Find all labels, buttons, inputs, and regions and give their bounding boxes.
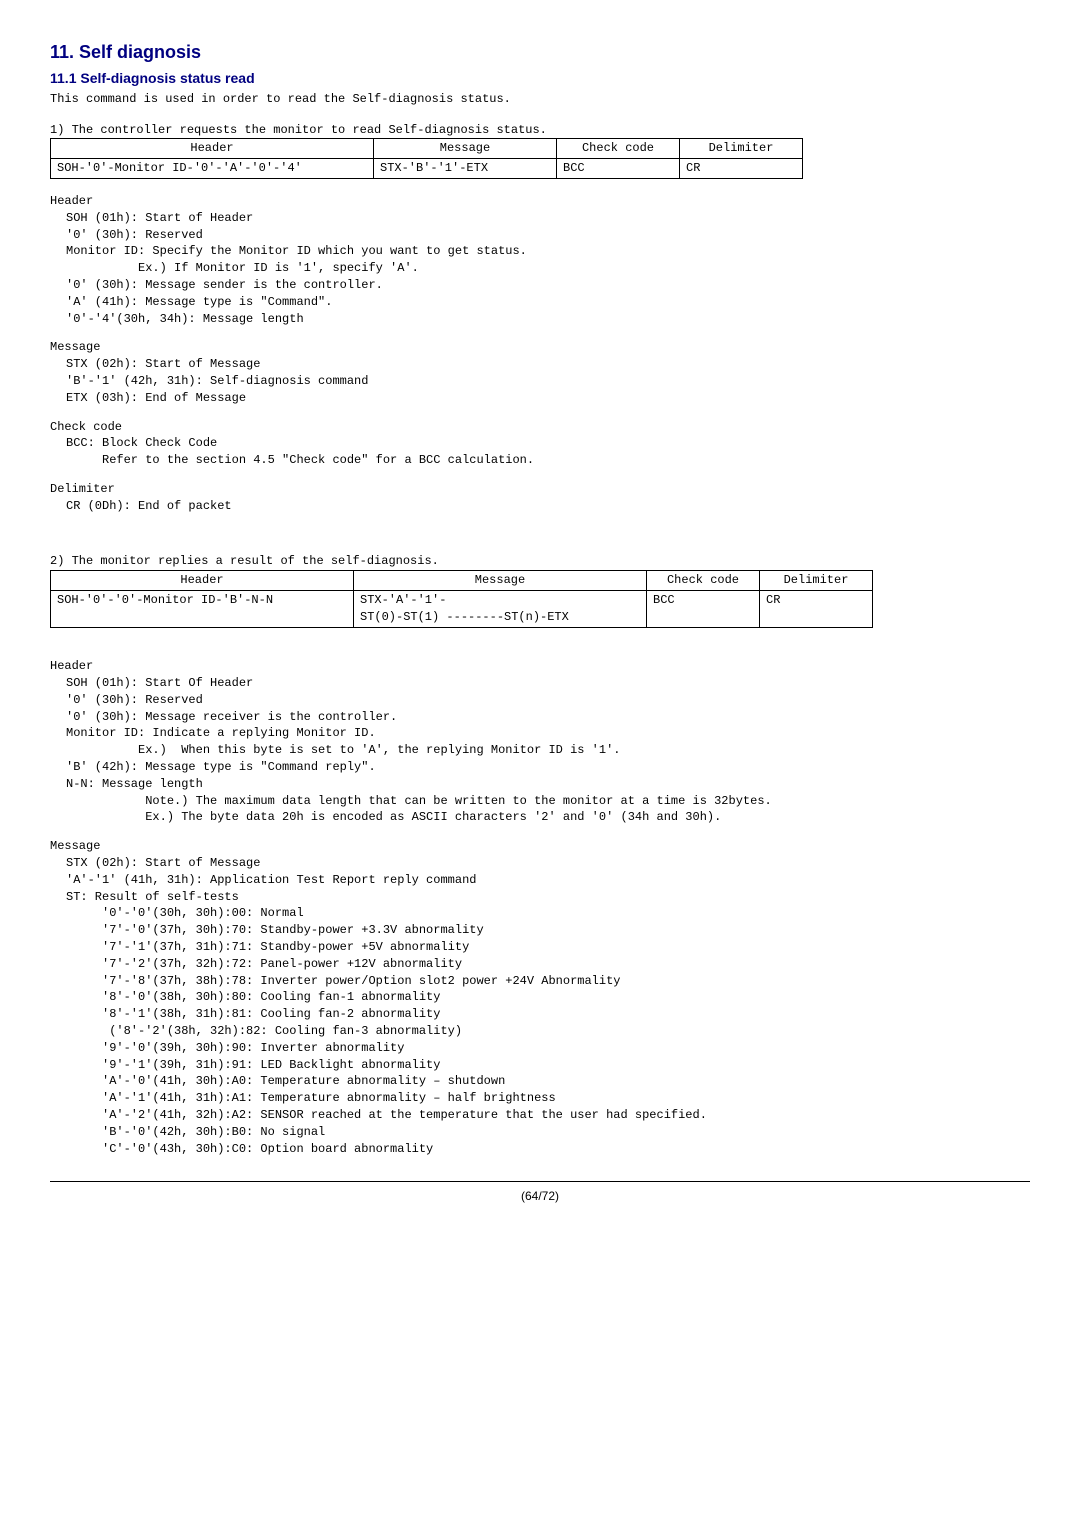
section-title: 11. Self diagnosis bbox=[50, 40, 1030, 65]
line: ETX (03h): End of Message bbox=[50, 390, 1030, 407]
line: 'B'-'0'(42h, 30h):B0: No signal bbox=[50, 1124, 1030, 1141]
t1-c2: BCC bbox=[557, 159, 680, 179]
step2-message-block: Message STX (02h): Start of Message 'A'-… bbox=[50, 838, 1030, 1157]
line: BCC: Block Check Code bbox=[50, 435, 1030, 452]
t1-h2: Check code bbox=[557, 139, 680, 159]
line: Ex.) When this byte is set to 'A', the r… bbox=[50, 742, 1030, 759]
line: '0' (30h): Message receiver is the contr… bbox=[50, 709, 1030, 726]
line: '0' (30h): Reserved bbox=[50, 227, 1030, 244]
line: CR (0Dh): End of packet bbox=[50, 498, 1030, 515]
line: '7'-'8'(37h, 38h):78: Inverter power/Opt… bbox=[50, 973, 1030, 990]
step1-message-block: Message STX (02h): Start of Message 'B'-… bbox=[50, 339, 1030, 406]
block-title: Message bbox=[50, 838, 1030, 855]
t1-h1: Message bbox=[374, 139, 557, 159]
step1-delim-block: Delimiter CR (0Dh): End of packet bbox=[50, 481, 1030, 515]
t1-c3: CR bbox=[680, 159, 803, 179]
line: Refer to the section 4.5 "Check code" fo… bbox=[50, 452, 1030, 469]
t2-h0: Header bbox=[51, 571, 354, 591]
t2-h2: Check code bbox=[647, 571, 760, 591]
line: 'A' (41h): Message type is "Command". bbox=[50, 294, 1030, 311]
line: ('8'-'2'(38h, 32h):82: Cooling fan-3 abn… bbox=[50, 1023, 1030, 1040]
line: N-N: Message length bbox=[50, 776, 1030, 793]
t2-c3: CR bbox=[760, 590, 873, 627]
line: '7'-'1'(37h, 31h):71: Standby-power +5V … bbox=[50, 939, 1030, 956]
t1-h0: Header bbox=[51, 139, 374, 159]
line: '0'-'4'(30h, 34h): Message length bbox=[50, 311, 1030, 328]
line: ST: Result of self-tests bbox=[50, 889, 1030, 906]
line: STX (02h): Start of Message bbox=[50, 356, 1030, 373]
section-intro: This command is used in order to read th… bbox=[50, 91, 1030, 108]
line: '7'-'2'(37h, 32h):72: Panel-power +12V a… bbox=[50, 956, 1030, 973]
line: 'A'-'1' (41h, 31h): Application Test Rep… bbox=[50, 872, 1030, 889]
line: 'A'-'1'(41h, 31h):A1: Temperature abnorm… bbox=[50, 1090, 1030, 1107]
line: '0'-'0'(30h, 30h):00: Normal bbox=[50, 905, 1030, 922]
t2-c2: BCC bbox=[647, 590, 760, 627]
t1-c0: SOH-'0'-Monitor ID-'0'-'A'-'0'-'4' bbox=[51, 159, 374, 179]
line: '9'-'1'(39h, 31h):91: LED Backlight abno… bbox=[50, 1057, 1030, 1074]
line: Ex.) The byte data 20h is encoded as ASC… bbox=[50, 809, 1030, 826]
line: '7'-'0'(37h, 30h):70: Standby-power +3.3… bbox=[50, 922, 1030, 939]
step2-caption: 2) The monitor replies a result of the s… bbox=[50, 553, 1030, 570]
line: SOH (01h): Start of Header bbox=[50, 210, 1030, 227]
block-title: Header bbox=[50, 658, 1030, 675]
block-title: Header bbox=[50, 193, 1030, 210]
section-subtitle: 11.1 Self-diagnosis status read bbox=[50, 69, 1030, 89]
block-title: Delimiter bbox=[50, 481, 1030, 498]
line: 'A'-'2'(41h, 32h):A2: SENSOR reached at … bbox=[50, 1107, 1030, 1124]
line: '8'-'1'(38h, 31h):81: Cooling fan-2 abno… bbox=[50, 1006, 1030, 1023]
line: 'C'-'0'(43h, 30h):C0: Option board abnor… bbox=[50, 1141, 1030, 1158]
line: '9'-'0'(39h, 30h):90: Inverter abnormali… bbox=[50, 1040, 1030, 1057]
block-title: Check code bbox=[50, 419, 1030, 436]
t1-h3: Delimiter bbox=[680, 139, 803, 159]
line: Monitor ID: Indicate a replying Monitor … bbox=[50, 725, 1030, 742]
line: 'A'-'0'(41h, 30h):A0: Temperature abnorm… bbox=[50, 1073, 1030, 1090]
step2-table: Header Message Check code Delimiter SOH-… bbox=[50, 570, 873, 627]
t2-c1: STX-'A'-'1'- ST(0)-ST(1) --------ST(n)-E… bbox=[354, 590, 647, 627]
block-title: Message bbox=[50, 339, 1030, 356]
line: STX (02h): Start of Message bbox=[50, 855, 1030, 872]
line: '0' (30h): Message sender is the control… bbox=[50, 277, 1030, 294]
step1-header-block: Header SOH (01h): Start of Header '0' (3… bbox=[50, 193, 1030, 327]
step1-caption: 1) The controller requests the monitor t… bbox=[50, 122, 1030, 139]
t2-h1: Message bbox=[354, 571, 647, 591]
line: Monitor ID: Specify the Monitor ID which… bbox=[50, 243, 1030, 260]
line: Ex.) If Monitor ID is '1', specify 'A'. bbox=[50, 260, 1030, 277]
step1-table: Header Message Check code Delimiter SOH-… bbox=[50, 138, 803, 179]
line: SOH (01h): Start Of Header bbox=[50, 675, 1030, 692]
line: '0' (30h): Reserved bbox=[50, 692, 1030, 709]
step2-header-block: Header SOH (01h): Start Of Header '0' (3… bbox=[50, 658, 1030, 826]
step1-check-block: Check code BCC: Block Check Code Refer t… bbox=[50, 419, 1030, 469]
t2-c0: SOH-'0'-'0'-Monitor ID-'B'-N-N bbox=[51, 590, 354, 627]
page-footer: (64/72) bbox=[50, 1181, 1030, 1205]
line: '8'-'0'(38h, 30h):80: Cooling fan-1 abno… bbox=[50, 989, 1030, 1006]
t2-h3: Delimiter bbox=[760, 571, 873, 591]
line: 'B'-'1' (42h, 31h): Self-diagnosis comma… bbox=[50, 373, 1030, 390]
t1-c1: STX-'B'-'1'-ETX bbox=[374, 159, 557, 179]
line: 'B' (42h): Message type is "Command repl… bbox=[50, 759, 1030, 776]
line: Note.) The maximum data length that can … bbox=[50, 793, 1030, 810]
